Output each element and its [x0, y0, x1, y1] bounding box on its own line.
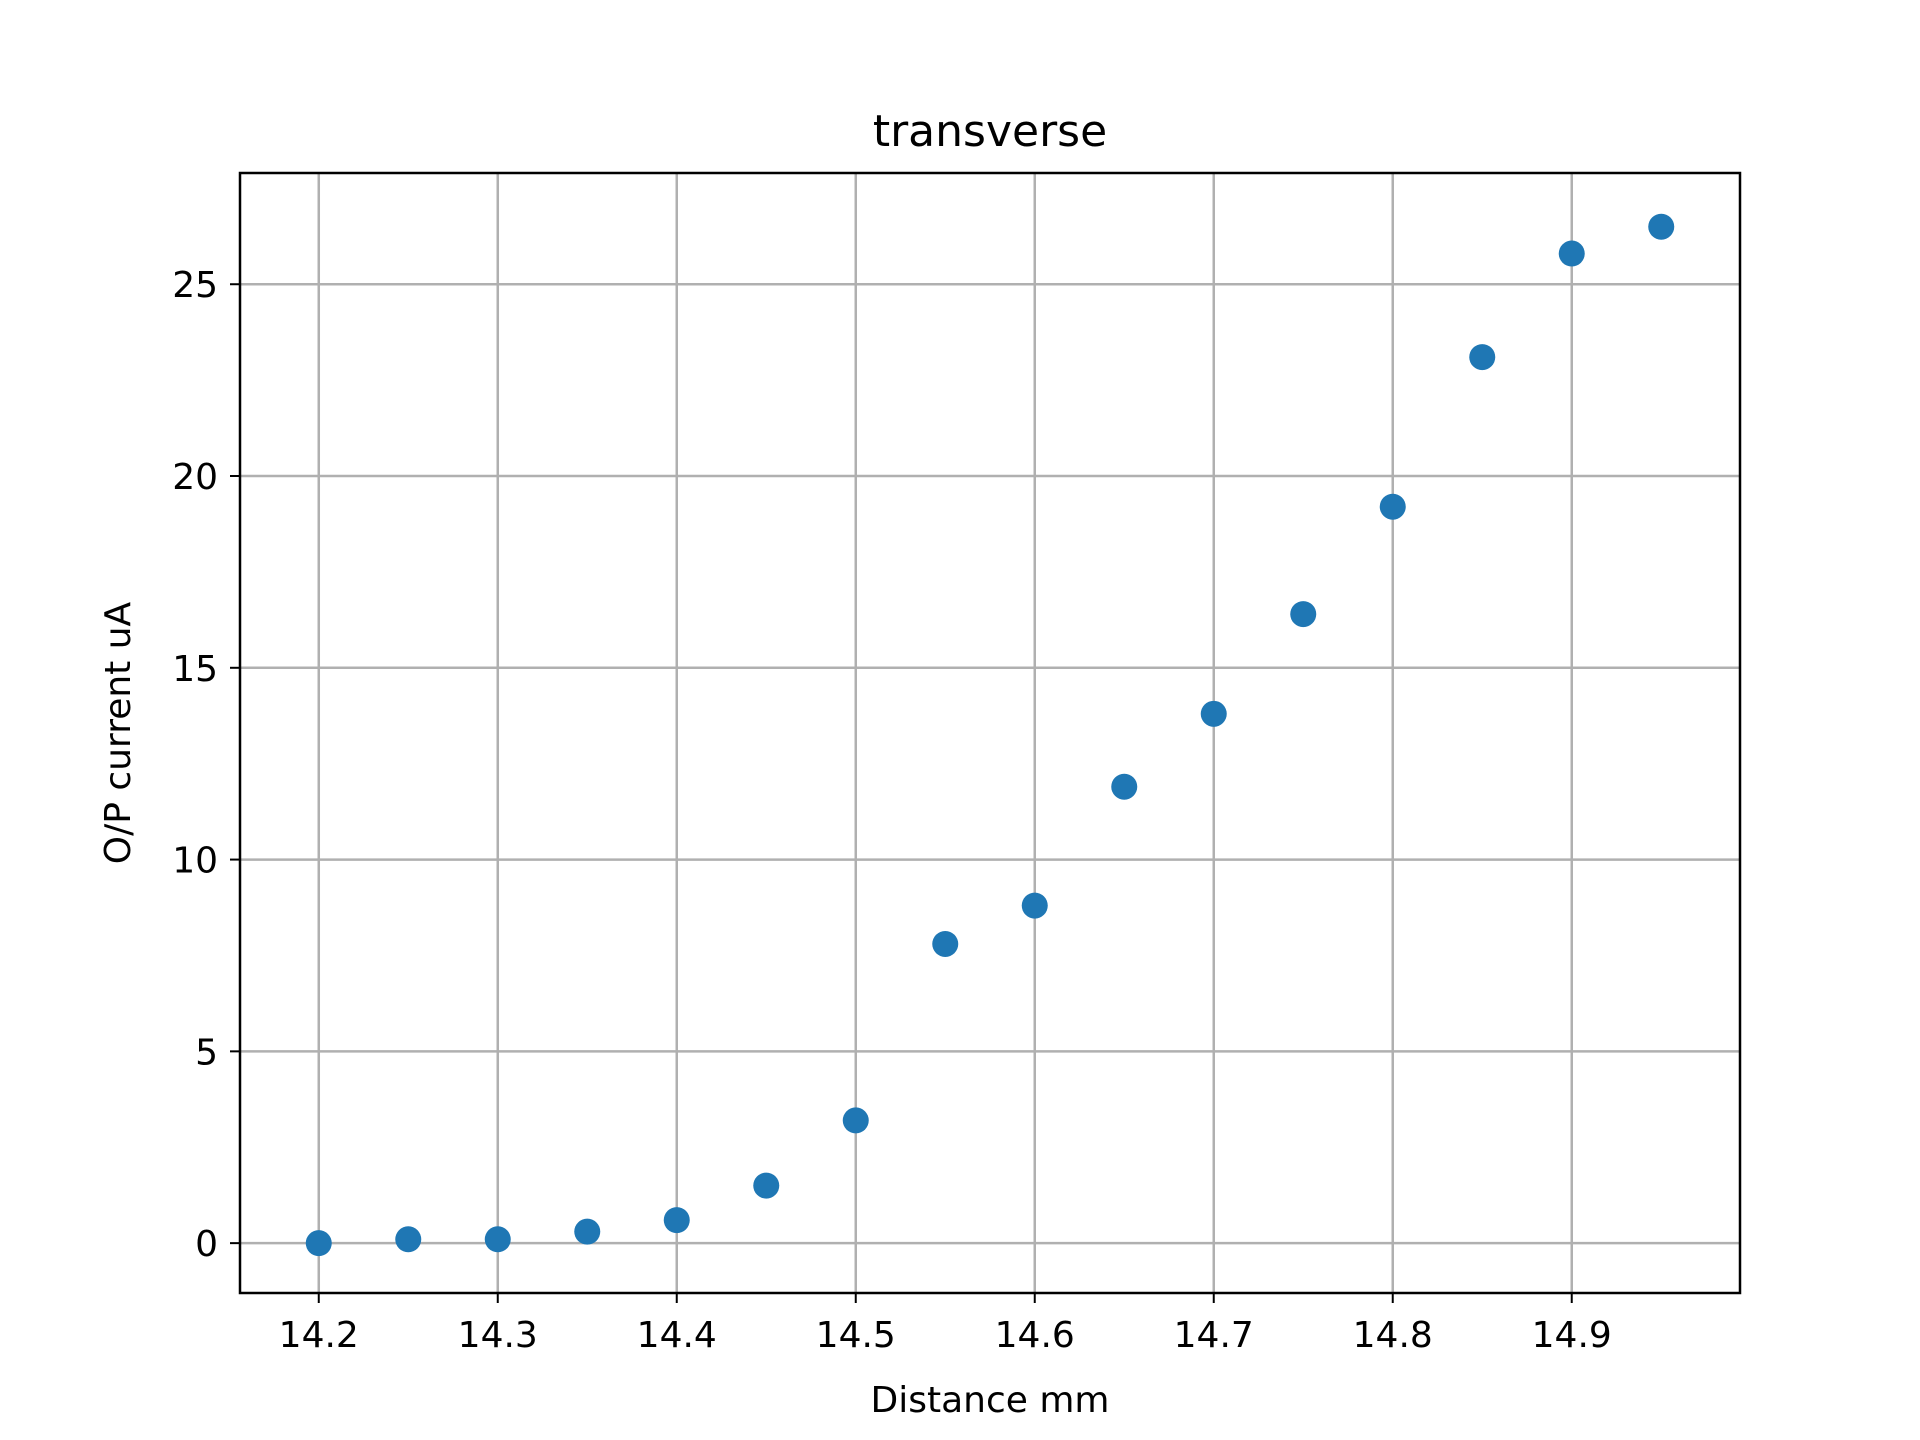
tick-layer: 14.2 14.3 14.4 14.5 14.6 14.7 14.8 14.9 0 5 10 15 20… — [172, 265, 1612, 1356]
data-point — [574, 1218, 601, 1245]
data-point — [932, 930, 959, 957]
x-tick-label: 14.5 — [816, 1315, 896, 1356]
data-point — [1379, 493, 1406, 520]
y-tick-label: 5 — [195, 1032, 218, 1073]
y-tick-label: 20 — [172, 457, 218, 498]
data-point — [1469, 344, 1496, 371]
grid-layer — [240, 173, 1740, 1293]
data-point — [1021, 892, 1048, 919]
x-tick-label: 14.8 — [1353, 1315, 1433, 1356]
data-point — [1200, 700, 1227, 727]
y-tick-label: 0 — [195, 1224, 218, 1265]
data-point — [842, 1107, 869, 1134]
x-tick-label: 14.4 — [637, 1315, 717, 1356]
plot-area-frame — [238, 171, 1742, 1295]
y-tick-label: 25 — [172, 265, 218, 306]
x-tick-label: 14.6 — [995, 1315, 1075, 1356]
y-tick-label: 10 — [172, 841, 218, 882]
data-point — [753, 1172, 780, 1199]
data-point — [395, 1226, 422, 1253]
data-point — [484, 1226, 511, 1253]
x-tick-label: 14.3 — [458, 1315, 538, 1356]
chart-title: transverse — [873, 106, 1107, 157]
data-point — [1558, 240, 1585, 267]
y-axis-label: O/P current uA — [98, 601, 139, 864]
x-tick-label: 14.9 — [1532, 1315, 1612, 1356]
data-point — [1648, 213, 1675, 240]
data-point — [1111, 773, 1138, 800]
data-point — [305, 1230, 332, 1257]
x-axis-label: Distance mm — [871, 1380, 1110, 1421]
data-point — [663, 1207, 690, 1234]
x-tick-label: 14.2 — [279, 1315, 359, 1356]
data-points — [305, 213, 1675, 1257]
y-tick-label: 15 — [172, 649, 218, 690]
data-point — [1290, 601, 1317, 628]
x-tick-label: 14.7 — [1174, 1315, 1254, 1356]
